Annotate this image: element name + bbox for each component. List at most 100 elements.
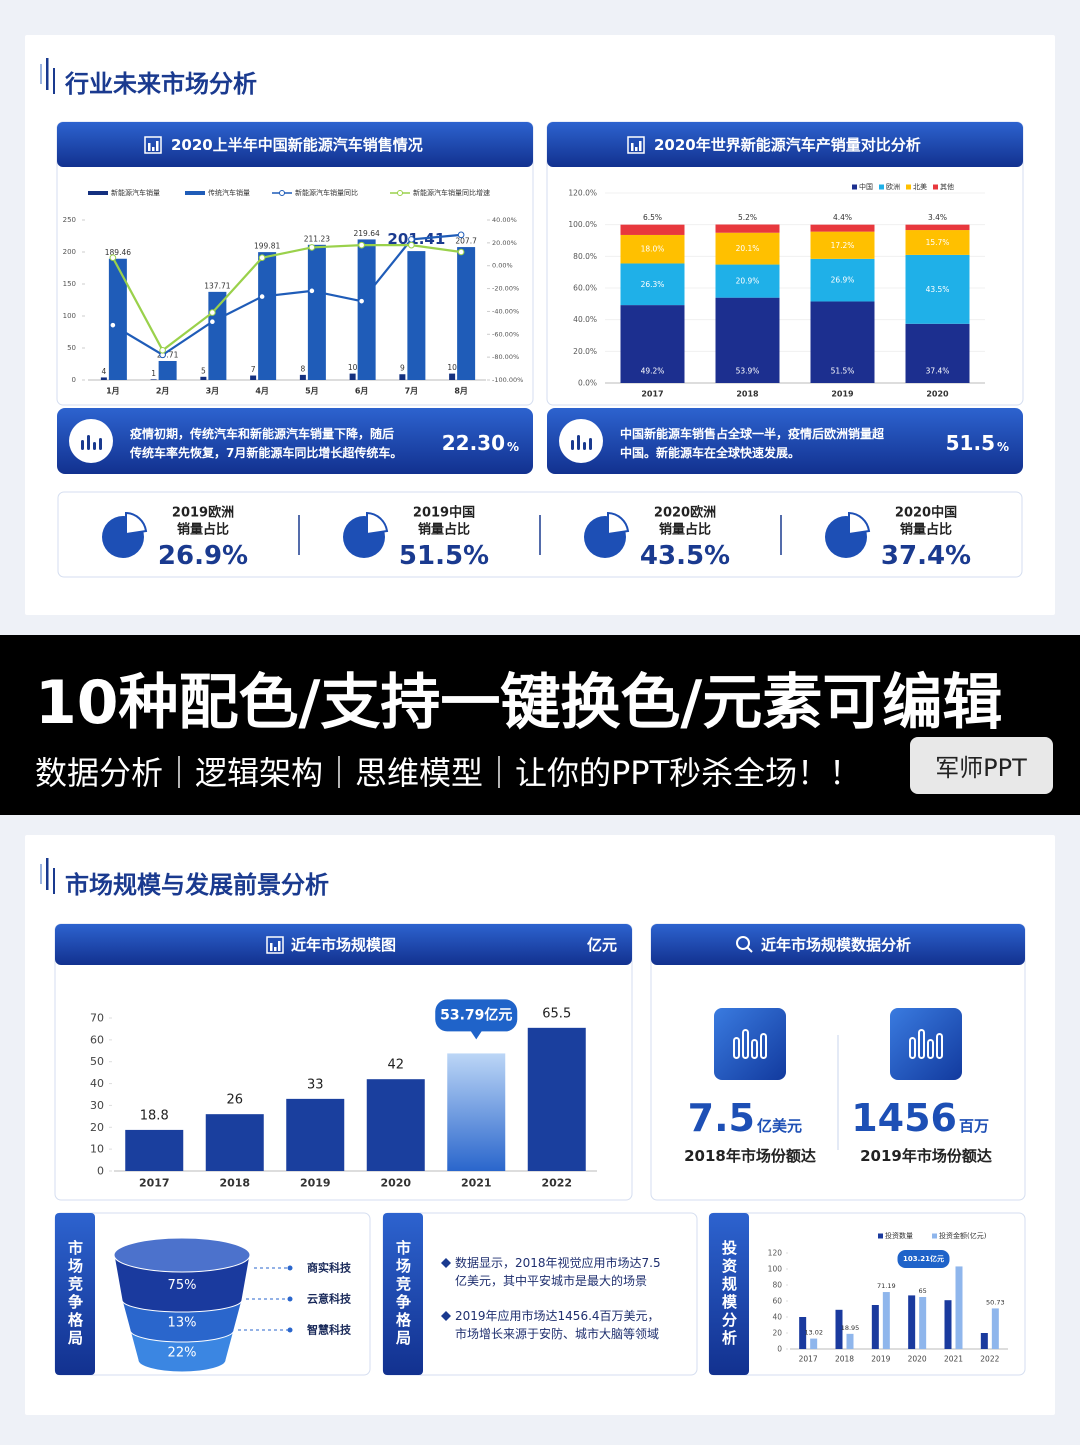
icon [589, 438, 592, 450]
icon [99, 438, 102, 450]
y-tick-label: 50 [90, 1055, 104, 1068]
stat-label: 2019中国 [413, 505, 475, 521]
stat-label: 销量占比 [659, 522, 711, 538]
bar-segment [620, 263, 685, 306]
legend-label: 投资数量 [885, 1231, 913, 1240]
value-label: 10 [348, 363, 358, 372]
metric-value: 7.5 [688, 1096, 755, 1140]
legend-swatch [932, 1233, 937, 1239]
x-tick-label: 6月 [355, 387, 369, 396]
legend-swatch [185, 191, 205, 195]
side-tab [709, 1213, 749, 1375]
bar [449, 373, 456, 380]
icon [274, 947, 277, 951]
funnel-value: 75% [168, 1278, 197, 1293]
bar [108, 258, 127, 380]
metric-unit: 亿美元 [757, 1117, 802, 1135]
note-text: 亿美元，其中平安城市是最大的场景 [455, 1273, 647, 1288]
side-tab-label: 投资规模分析 [720, 1239, 738, 1348]
line-point [457, 231, 465, 239]
value-label: 10 [447, 363, 457, 372]
bar [307, 244, 326, 380]
bar [527, 1027, 586, 1171]
panel-header [651, 924, 1025, 965]
value-label: 26.3% [641, 280, 665, 289]
icon [736, 936, 750, 950]
bar [871, 1305, 879, 1349]
pie-icon [848, 511, 871, 536]
bar [299, 374, 306, 380]
value-label: 50.73 [986, 1298, 1005, 1306]
title-deco [53, 868, 55, 894]
icon [733, 1037, 740, 1059]
x-tick-label: 2020 [380, 1177, 411, 1190]
metric-icon [890, 1008, 962, 1080]
title-deco [46, 858, 49, 890]
legend-swatch [933, 184, 938, 190]
y2-tick-label: -80.00% [492, 353, 519, 361]
bar [835, 1309, 843, 1349]
value-label: 8 [300, 364, 305, 373]
line-point [358, 297, 365, 305]
funnel-value: 22% [168, 1346, 197, 1361]
legend-label: 其他 [940, 182, 954, 191]
bar [846, 1333, 854, 1349]
x-tick-label: 2月 [156, 387, 170, 396]
x-tick-label: 5月 [305, 387, 319, 396]
y2-tick-label: 20.00% [492, 239, 517, 247]
x-tick-label: 8月 [454, 387, 468, 396]
y2-tick-label: 40.00% [492, 216, 517, 224]
title-deco [40, 64, 42, 84]
legend-swatch [88, 191, 108, 195]
bar [980, 1333, 988, 1349]
y-tick-label: 150 [63, 280, 76, 288]
x-tick-label: 2018 [219, 1177, 250, 1190]
y-tick-label: 0 [97, 1165, 104, 1178]
title-deco [40, 864, 42, 884]
side-tab [383, 1213, 423, 1375]
value-label: 4 [101, 367, 106, 376]
value-label: 5 [201, 366, 206, 375]
stat-value: 51.5% [399, 541, 489, 571]
bar-segment [620, 305, 685, 383]
side-tab-label: 市场竞争格局 [394, 1239, 412, 1348]
y-tick-label: 60 [90, 1033, 104, 1046]
bar [919, 1297, 927, 1349]
value-label: 37.4% [926, 367, 950, 376]
panel-header [55, 924, 632, 965]
legend-swatch [878, 1233, 883, 1239]
icon [571, 440, 574, 450]
bar [991, 1308, 999, 1349]
bar [158, 360, 177, 380]
panel-header [57, 122, 533, 167]
banner-tagline: 数据分析｜逻辑架构｜思维模型｜让你的PPT秒杀全场！！ [35, 754, 861, 792]
value-label: 1 [151, 369, 156, 378]
bullet [441, 1311, 451, 1321]
icon [583, 442, 586, 450]
metric-value: 1456 [851, 1096, 957, 1140]
y-tick-label: 200 [63, 248, 76, 256]
stat-value: 26.9% [158, 541, 248, 571]
x-tick-label: 2017 [641, 390, 663, 399]
line-point [457, 248, 465, 256]
value-label: 15.7% [926, 238, 950, 247]
line-point [109, 254, 117, 262]
x-tick-label: 2017 [799, 1355, 818, 1364]
bar [810, 1338, 818, 1349]
y-tick-label: 20 [772, 1329, 782, 1338]
line-point [209, 309, 216, 316]
summary-unit: % [997, 440, 1009, 454]
value-label: 53.79亿元 [440, 1006, 512, 1023]
summary-text: 传统车率先恢复，7月新能源车同比增长超传统车。 [129, 445, 402, 460]
value-label: 65.5 [542, 1006, 571, 1021]
line-point [408, 241, 415, 249]
leader-dot [287, 1296, 293, 1302]
y-tick-label: 0 [777, 1345, 782, 1354]
bar-segment [715, 224, 780, 233]
line-point [109, 321, 117, 329]
y-tick-label: 30 [90, 1099, 104, 1112]
value-label: 33 [307, 1077, 324, 1092]
line-point [159, 346, 166, 354]
stat-label: 2019欧洲 [172, 505, 234, 521]
